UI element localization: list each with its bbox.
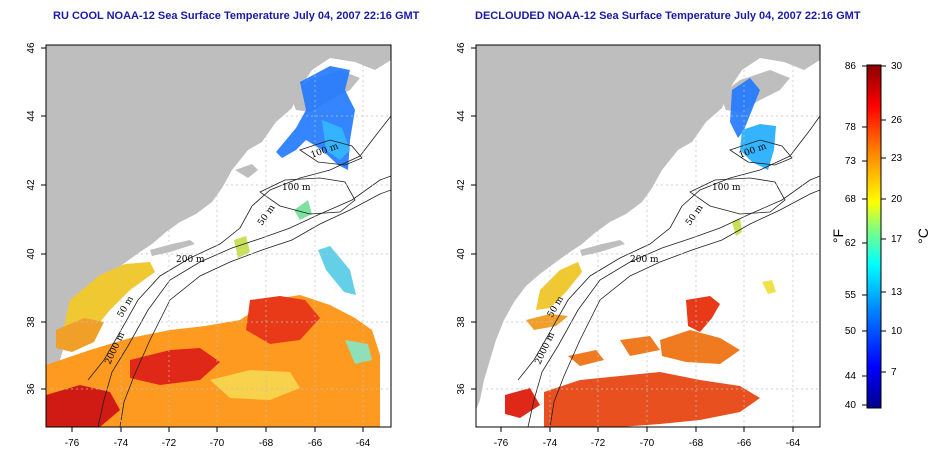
x-tick-label: -66 bbox=[737, 438, 752, 449]
right-contour-label: 100 m bbox=[712, 183, 741, 193]
c-tick-label: 13 bbox=[891, 287, 903, 298]
celsius-unit-label: °C bbox=[915, 228, 931, 244]
right-contour-label: 200 m bbox=[630, 255, 659, 265]
right-land bbox=[476, 45, 820, 410]
x-tick-label: -64 bbox=[356, 438, 371, 449]
right-gulf-stream-sst bbox=[686, 296, 720, 332]
right-plot-frame bbox=[475, 44, 821, 428]
left-land bbox=[46, 45, 391, 410]
f-tick-label: 55 bbox=[845, 290, 857, 301]
y-tick-label: 44 bbox=[26, 110, 37, 122]
colorbar-fahrenheit-ticks: 86 78 73 68 62 55 50 44 40 bbox=[845, 61, 857, 411]
y-tick-label: 36 bbox=[26, 383, 37, 395]
colorbar-celsius-ticks: 30 26 23 20 17 13 10 7 bbox=[891, 61, 903, 378]
right-gulf-maine-sst bbox=[730, 78, 760, 138]
x-tick-label: -72 bbox=[591, 438, 606, 449]
y-tick-label: 36 bbox=[456, 383, 467, 395]
y-tick-label: 40 bbox=[26, 248, 37, 260]
y-tick-label: 44 bbox=[456, 110, 467, 122]
y-tick-label: 46 bbox=[456, 42, 467, 54]
x-tick-label: -70 bbox=[210, 438, 225, 449]
x-tick-label: -72 bbox=[162, 438, 177, 449]
c-tick-label: 7 bbox=[891, 367, 897, 378]
c-tick-label: 17 bbox=[891, 234, 903, 245]
x-tick-label: -64 bbox=[786, 438, 801, 449]
y-tick-label: 38 bbox=[26, 316, 37, 328]
fahrenheit-unit-label: °F bbox=[830, 229, 846, 243]
c-tick-label: 26 bbox=[891, 115, 903, 126]
f-tick-label: 68 bbox=[845, 194, 857, 205]
c-tick-label: 10 bbox=[891, 326, 903, 337]
left-x-axis: -76 -74 -72 -70 -68 -66 -64 bbox=[65, 438, 371, 449]
colorbar bbox=[866, 64, 882, 409]
x-tick-label: -66 bbox=[308, 438, 323, 449]
c-tick-label: 30 bbox=[891, 61, 903, 72]
c-tick-label: 20 bbox=[891, 194, 903, 205]
f-tick-label: 62 bbox=[845, 238, 857, 249]
right-panel-title: DECLOUDED NOAA-12 Sea Surface Temperatur… bbox=[475, 10, 861, 22]
c-tick-label: 23 bbox=[891, 153, 903, 164]
f-tick-label: 50 bbox=[845, 326, 857, 337]
right-map bbox=[476, 45, 820, 427]
left-contour-label: 200 m bbox=[176, 255, 205, 265]
left-plot-frame bbox=[45, 44, 392, 428]
f-tick-label: 73 bbox=[845, 156, 857, 167]
f-tick-label: 78 bbox=[845, 122, 857, 133]
right-y-axis: 36 38 40 42 44 46 bbox=[456, 42, 467, 395]
left-y-axis: 36 38 40 42 44 46 bbox=[26, 42, 37, 395]
x-tick-label: -68 bbox=[689, 438, 704, 449]
right-x-axis: -76 -74 -72 -70 -68 -66 -64 bbox=[494, 438, 801, 449]
x-tick-label: -74 bbox=[114, 438, 129, 449]
x-tick-label: -76 bbox=[65, 438, 80, 449]
f-tick-label: 40 bbox=[845, 400, 857, 411]
y-tick-label: 46 bbox=[26, 42, 37, 54]
f-tick-label: 44 bbox=[845, 371, 857, 382]
x-tick-label: -70 bbox=[640, 438, 655, 449]
left-panel-title: RU COOL NOAA-12 Sea Surface Temperature … bbox=[53, 10, 420, 22]
y-tick-label: 42 bbox=[456, 179, 467, 191]
left-map bbox=[46, 45, 391, 427]
x-tick-label: -68 bbox=[259, 438, 274, 449]
left-contour-label: 100 m bbox=[282, 183, 311, 193]
x-tick-label: -76 bbox=[494, 438, 509, 449]
y-tick-label: 40 bbox=[456, 248, 467, 260]
y-tick-label: 38 bbox=[456, 316, 467, 328]
f-tick-label: 86 bbox=[845, 61, 857, 72]
x-tick-label: -74 bbox=[543, 438, 558, 449]
y-tick-label: 42 bbox=[26, 179, 37, 191]
